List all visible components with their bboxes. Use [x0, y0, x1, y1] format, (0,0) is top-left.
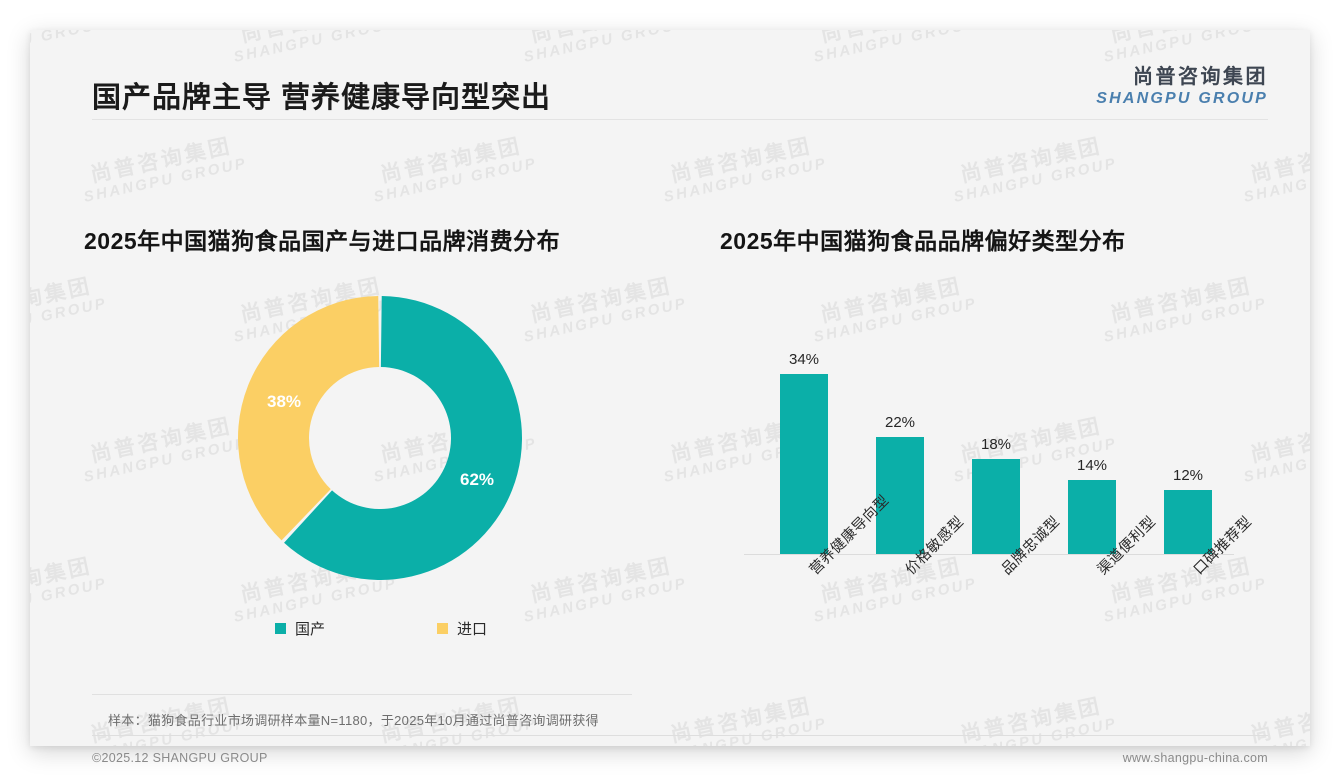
donut-chart-title: 2025年中国猫狗食品国产与进口品牌消费分布: [84, 228, 561, 254]
legend-item-import[interactable]: 进口: [437, 618, 487, 639]
bar-value-label: 18%: [980, 435, 1012, 453]
bar-item[interactable]: 18%: [972, 433, 1020, 554]
brand-name-cn: 尚普咨询集团: [1133, 66, 1268, 88]
bar-rect[interactable]: [972, 458, 1020, 554]
donut-slices: [237, 296, 522, 580]
bar-value-label: 14%: [1076, 456, 1108, 474]
slide-content: 2025年中国猫狗食品国产与进口品牌消费分布 38% 62% 国产 进口 202…: [30, 30, 1310, 746]
bar-item[interactable]: 14%: [1068, 454, 1116, 554]
footer-copyright: ©2025.12 SHANGPU GROUP: [92, 751, 268, 765]
legend-swatch-icon: [437, 623, 449, 634]
header-divider: [92, 119, 1268, 120]
bar-item[interactable]: 22%: [876, 411, 924, 554]
brand-name-en: SHANGPU GROUP: [1096, 90, 1268, 107]
bar-chart: 34% 22% 18% 14% 12% 营养健康导向型 价格敏感型 品牌忠诚型 渠道便利型 口碑…: [730, 292, 1255, 672]
bar-item[interactable]: 34%: [780, 348, 828, 554]
bar-rect[interactable]: [780, 373, 828, 554]
legend-item-domestic[interactable]: 国产: [275, 618, 325, 639]
legend-label: 进口: [457, 621, 488, 638]
bar-chart-title: 2025年中国猫狗食品品牌偏好类型分布: [720, 228, 1126, 254]
donut-slice-label-import: 38%: [267, 392, 302, 411]
brand-logo: 尚普咨询集团 SHANGPU GROUP: [1096, 66, 1268, 109]
bar-rect[interactable]: [1068, 479, 1116, 554]
bar-item[interactable]: 12%: [1164, 464, 1212, 554]
bar-value-label: 12%: [1172, 467, 1204, 485]
donut-chart-svg: [237, 296, 522, 580]
donut-slice-label-domestic: 62%: [460, 470, 495, 489]
legend-label: 国产: [295, 621, 326, 638]
legend-swatch-icon: [275, 623, 286, 634]
page-title: 国产品牌主导 营养健康导向型突出: [92, 82, 552, 114]
bar-rect[interactable]: [1164, 490, 1212, 554]
donut-legend: 国产 进口: [275, 618, 487, 639]
footnote-divider: [92, 694, 632, 695]
bar-value-label: 34%: [788, 350, 820, 368]
donut-slice[interactable]: [237, 296, 380, 541]
footer-website[interactable]: www.shangpu-china.com: [1122, 751, 1268, 765]
donut-slice[interactable]: [284, 296, 522, 580]
bar-value-label: 22%: [884, 414, 916, 432]
bar-rect[interactable]: [876, 437, 924, 554]
footer-divider: [92, 735, 1268, 736]
slide-footer: ©2025.12 SHANGPU GROUP www.shangpu-china…: [92, 742, 1268, 774]
footnote-text: 样本：猫狗食品行业市场调研样本量N=1180，于2025年10月通过尚普咨询调研…: [108, 713, 599, 728]
slide-header: 国产品牌主导 营养健康导向型突出 尚普咨询集团 SHANGPU GROUP: [30, 30, 1310, 120]
bar-chart-axis-line: [744, 554, 1234, 555]
donut-chart: 38% 62% 国产 进口: [70, 270, 690, 670]
